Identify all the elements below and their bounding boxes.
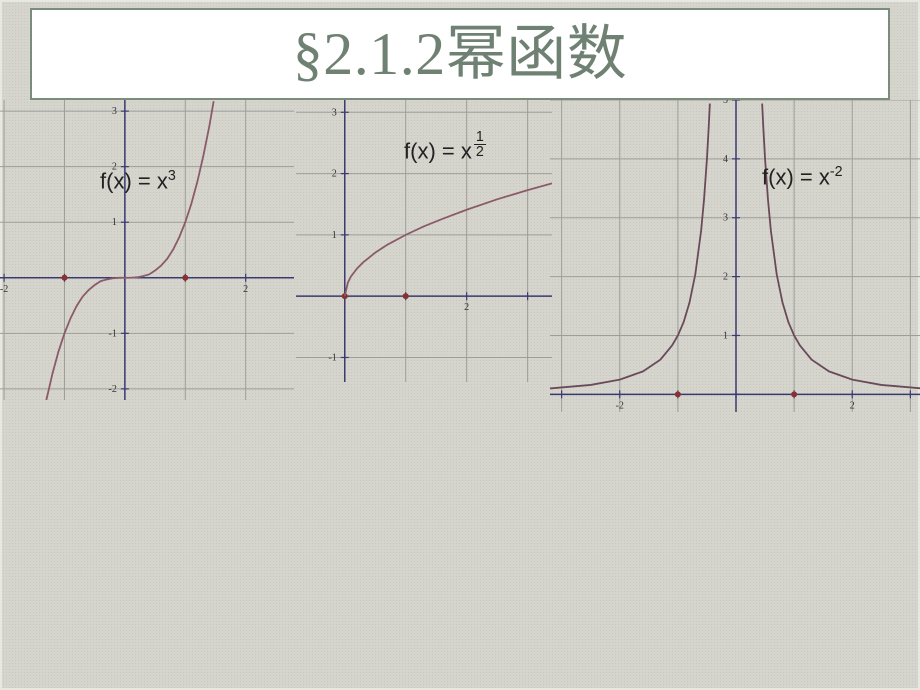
chart-invsq: -2 2 1 2 3 4 5 f(x) = x-2 <box>550 100 920 412</box>
svg-text:3: 3 <box>723 213 728 224</box>
chart-label-sqrt: f(x) = x12 <box>404 138 486 168</box>
svg-text:3: 3 <box>112 106 117 117</box>
svg-text:-2: -2 <box>109 384 117 395</box>
chart-sqrt: 2 -1 1 2 3 f(x) = x12 <box>296 100 552 382</box>
svg-text:-1: -1 <box>109 328 117 339</box>
svg-text:-1: -1 <box>328 352 336 363</box>
chart-cubic: -22-2-1123f(x) = x3 <box>0 100 294 400</box>
chart-label-invsq: f(x) = x-2 <box>762 164 843 190</box>
slide: §2.1.2幂函数 -2 2 -2 -1 1 2 3 f(x) = x3 2 -1 1 2 3 f(x) … <box>0 0 920 690</box>
chart-label-cubic: f(x) = x3 <box>100 168 176 194</box>
svg-text:1: 1 <box>332 230 337 241</box>
svg-text:-2: -2 <box>616 400 624 411</box>
chart-svg: -2 2 1 2 3 4 5 <box>550 100 920 412</box>
svg-text:5: 5 <box>723 100 728 106</box>
title-box: §2.1.2幂函数 <box>30 8 890 100</box>
svg-text:2: 2 <box>464 302 469 313</box>
svg-text:2: 2 <box>850 400 855 411</box>
svg-text:1: 1 <box>723 330 728 341</box>
chart-svg: -22-2-1123 <box>0 100 294 400</box>
svg-text:2: 2 <box>723 272 728 283</box>
svg-text:2: 2 <box>243 284 248 295</box>
page-title: §2.1.2幂函数 <box>293 21 628 87</box>
svg-text:3: 3 <box>332 107 337 118</box>
svg-text:2: 2 <box>332 169 337 180</box>
svg-text:1: 1 <box>112 217 117 228</box>
svg-text:4: 4 <box>723 154 728 165</box>
svg-text:-2: -2 <box>0 284 8 295</box>
